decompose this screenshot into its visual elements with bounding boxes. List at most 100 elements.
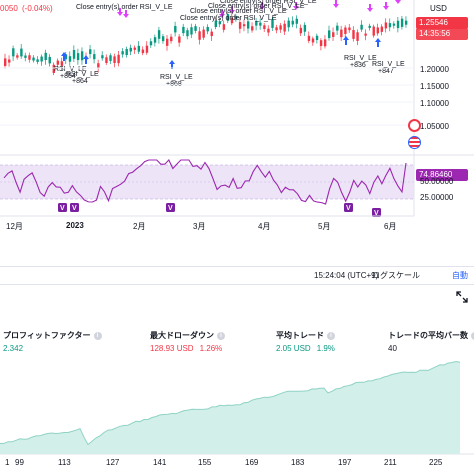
- v-marker-label: V: [168, 205, 173, 212]
- candle-body: [186, 30, 189, 37]
- candle-body: [182, 26, 185, 34]
- candle-body: [404, 20, 408, 25]
- candle-body: [206, 26, 209, 32]
- candle-body: [210, 31, 213, 37]
- equity-x-label: 127: [106, 458, 120, 467]
- v-marker: [58, 203, 67, 212]
- metric-avg-trade: 平均トレード i 2.05 USD 1.9%: [276, 330, 335, 353]
- candle-body: [267, 28, 270, 33]
- time-axis-label: 2023: [66, 221, 84, 230]
- candle-body: [287, 20, 290, 28]
- metric-pct: 1.26%: [199, 344, 223, 353]
- equity-x-label: 197: [338, 458, 352, 467]
- candle-body: [218, 21, 222, 25]
- candle-body: [340, 29, 343, 38]
- exit-arrow-icon: [117, 8, 123, 16]
- exit-arrow-icon: [333, 0, 339, 8]
- candle-body: [133, 47, 136, 50]
- metric-max-drawdown: 最大ドローダウン i 128.93 USD 1.26%: [150, 330, 225, 353]
- candle-body: [113, 56, 116, 63]
- chart-canvas[interactable]: RSI_V_LE+864RSI_V_LE+864RSI_V_LE+868RSI_…: [0, 0, 474, 268]
- change-text: (-0.04%): [22, 4, 53, 13]
- candle-body: [141, 49, 145, 54]
- metric-profit-factor: プロフィットファクター i 2.342: [3, 330, 102, 353]
- candle-body: [291, 20, 294, 25]
- candle-body: [275, 27, 278, 31]
- exit-arrow-icon: [219, 10, 225, 18]
- exit-arrow-icon: [395, 0, 401, 4]
- exit-arrow-icon: [367, 4, 373, 12]
- candle-body: [97, 63, 100, 68]
- close-entry-label: Close entry(s) order RSI_V_LE: [220, 0, 317, 5]
- equity-x-label: 211: [384, 458, 397, 467]
- candle-body: [332, 32, 335, 37]
- exit-arrow-icon: [259, 2, 265, 10]
- rsi-line: [3, 159, 407, 205]
- expand-icon[interactable]: [455, 290, 469, 304]
- v-marker: [166, 203, 175, 212]
- info-icon[interactable]: i: [471, 331, 474, 340]
- candle-body: [323, 39, 327, 47]
- info-icon[interactable]: i: [327, 331, 335, 340]
- candle-body: [392, 23, 396, 26]
- candle-body: [263, 25, 266, 30]
- candle-body: [36, 59, 39, 62]
- info-icon[interactable]: i: [217, 331, 225, 340]
- candle-body: [4, 58, 7, 66]
- candle-body: [129, 47, 132, 52]
- metric-value: 40: [388, 344, 397, 353]
- candle-body: [307, 35, 311, 41]
- candle-body: [400, 18, 404, 27]
- candle-body: [68, 56, 72, 62]
- candle-body: [396, 20, 400, 29]
- metric-value: 2.05 USD: [276, 344, 311, 353]
- v-marker-label: V: [60, 205, 65, 212]
- equity-x-label: 141: [153, 458, 167, 467]
- auto-scale-toggle[interactable]: 自動: [452, 271, 468, 280]
- candle-body: [166, 38, 169, 46]
- price-chart[interactable]: RSI_V_LE+864RSI_V_LE+864RSI_V_LE+868RSI_…: [0, 0, 474, 268]
- exit-arrow-icon: [123, 10, 129, 18]
- candle-body: [360, 24, 363, 30]
- candle-body: [117, 54, 120, 64]
- candle-body: [356, 32, 359, 41]
- candle-body: [214, 20, 217, 28]
- ticker-snippet: 0050: [0, 4, 18, 13]
- candle-body: [20, 48, 23, 57]
- status-bar: 15:24:04 (UTC+9) ログスケール 自動: [0, 266, 474, 284]
- candle-body: [384, 22, 388, 29]
- candle-body: [380, 26, 384, 32]
- close-entry-label: Close entry(s) order RSI_V_LE: [208, 3, 305, 10]
- log-scale-toggle[interactable]: ログスケール: [372, 271, 420, 280]
- rsi-band: [0, 165, 414, 199]
- close-entry-label: Close entry(s) order RSI_V_LE: [180, 15, 277, 22]
- time-axis-label: 2月: [133, 222, 146, 231]
- exit-arrow-icon: [229, 6, 235, 14]
- candle-body: [137, 45, 141, 52]
- candle-body: [315, 35, 319, 41]
- candle-body: [109, 55, 112, 61]
- last-price-tag: 1.25546: [416, 17, 468, 29]
- v-marker-label: V: [72, 205, 77, 212]
- candle-body: [101, 55, 104, 59]
- candle-body: [28, 55, 31, 60]
- entry-label: RSI_V_LE: [54, 66, 87, 73]
- candle-body: [190, 27, 193, 35]
- entry-arrow-icon: [375, 38, 381, 47]
- candle-body: [76, 53, 80, 61]
- metric-label: トレードの平均バー数: [388, 331, 468, 340]
- candle-body: [198, 31, 201, 40]
- candle-body: [44, 52, 47, 60]
- candle-body: [230, 17, 234, 24]
- candle-body: [319, 40, 323, 47]
- candle-body: [125, 49, 128, 55]
- info-icon[interactable]: i: [93, 331, 102, 340]
- equity-curve[interactable]: [0, 352, 474, 456]
- entry-arrow-icon: [343, 36, 349, 45]
- clock[interactable]: 15:24:04 (UTC+9): [314, 271, 379, 280]
- candle-body: [299, 27, 303, 34]
- candle-body: [157, 30, 161, 39]
- v-marker: [70, 203, 79, 212]
- candle-body: [259, 22, 262, 26]
- currency-label[interactable]: USD: [430, 4, 447, 13]
